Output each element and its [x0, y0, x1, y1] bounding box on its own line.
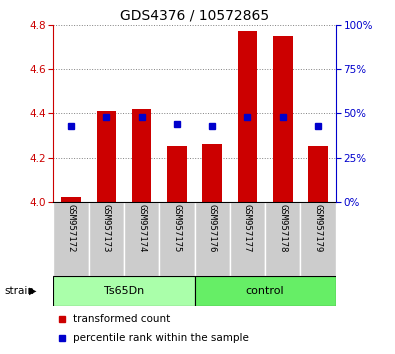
Text: GSM957178: GSM957178: [278, 204, 287, 252]
FancyBboxPatch shape: [265, 202, 301, 276]
Bar: [88, 25, 124, 202]
Bar: [167, 147, 186, 202]
Bar: [61, 198, 81, 202]
Bar: [96, 111, 116, 202]
Bar: [53, 25, 88, 202]
Bar: [238, 32, 257, 202]
FancyBboxPatch shape: [195, 276, 336, 306]
FancyBboxPatch shape: [53, 202, 88, 276]
FancyBboxPatch shape: [53, 276, 195, 306]
Bar: [308, 147, 328, 202]
Text: control: control: [246, 286, 284, 296]
Bar: [273, 36, 293, 202]
Text: percentile rank within the sample: percentile rank within the sample: [73, 333, 249, 343]
Text: GSM957174: GSM957174: [137, 204, 146, 252]
FancyBboxPatch shape: [195, 202, 230, 276]
Text: transformed count: transformed count: [73, 314, 170, 324]
Bar: [203, 144, 222, 202]
Bar: [159, 25, 195, 202]
FancyBboxPatch shape: [88, 202, 124, 276]
Text: GSM957177: GSM957177: [243, 204, 252, 252]
Bar: [195, 25, 230, 202]
Text: Ts65Dn: Ts65Dn: [104, 286, 144, 296]
Bar: [132, 109, 151, 202]
Bar: [230, 25, 265, 202]
Text: GSM957176: GSM957176: [208, 204, 217, 252]
Text: GSM957172: GSM957172: [66, 204, 75, 252]
Bar: [301, 25, 336, 202]
Title: GDS4376 / 10572865: GDS4376 / 10572865: [120, 8, 269, 22]
FancyBboxPatch shape: [301, 202, 336, 276]
Bar: [124, 25, 159, 202]
FancyBboxPatch shape: [124, 202, 159, 276]
FancyBboxPatch shape: [159, 202, 195, 276]
Text: GSM957179: GSM957179: [314, 204, 323, 252]
Bar: [265, 25, 301, 202]
FancyBboxPatch shape: [230, 202, 265, 276]
Text: ▶: ▶: [29, 286, 36, 296]
Text: strain: strain: [4, 286, 34, 296]
Text: GSM957173: GSM957173: [102, 204, 111, 252]
Text: GSM957175: GSM957175: [172, 204, 181, 252]
